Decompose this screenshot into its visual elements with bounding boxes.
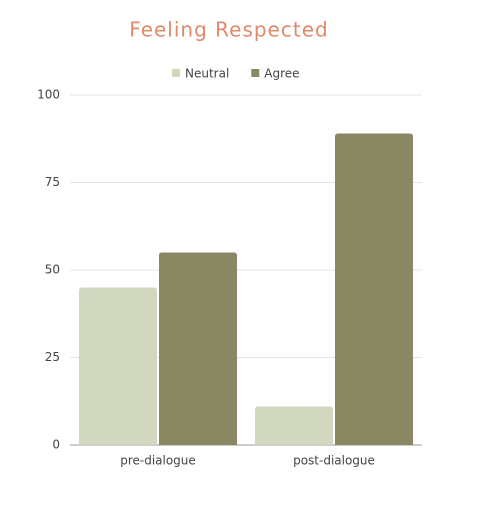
y-tick-label: 0 [52,438,60,452]
bar [79,287,157,445]
legend-swatch [251,69,260,77]
y-tick-label: 100 [37,88,60,102]
legend-label: Neutral [185,67,229,81]
x-tick-label: post-dialogue [293,454,375,468]
x-tick-label: pre-dialogue [120,454,196,468]
bar [335,133,413,445]
bar [159,252,237,445]
bar [255,406,333,445]
legend-swatch [172,69,180,77]
y-tick-label: 75 [45,175,60,189]
legend-label: Agree [264,67,299,81]
chart-title: Feeling Respected [129,18,328,42]
y-tick-label: 25 [45,350,60,364]
y-tick-label: 50 [45,263,60,277]
